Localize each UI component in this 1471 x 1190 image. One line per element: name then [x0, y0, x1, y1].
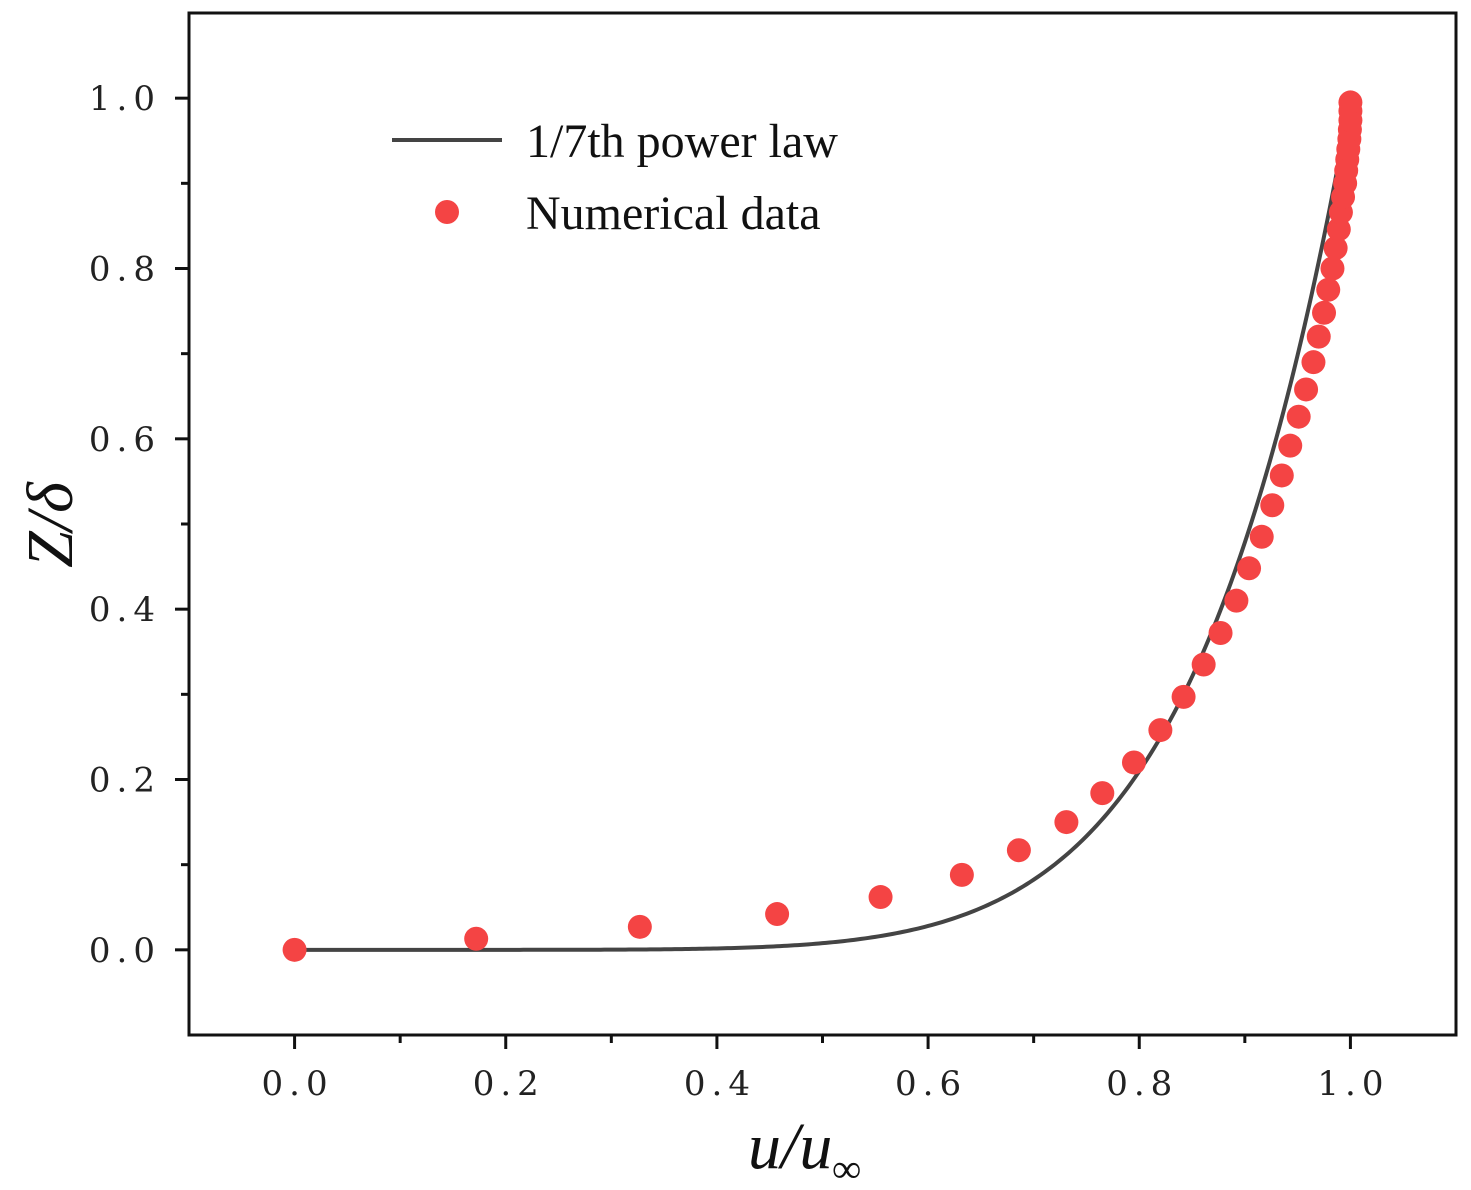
- data-point: [627, 914, 652, 939]
- series-line-power-law: [294, 97, 1353, 952]
- series-points-numerical: [282, 90, 1363, 962]
- data-point: [765, 902, 790, 927]
- data-point: [1121, 750, 1146, 775]
- x-axis-title-main: u/u: [748, 1110, 832, 1183]
- y-tick-label: 0.6: [89, 420, 161, 460]
- data-point: [1301, 350, 1326, 375]
- data-point: [1338, 90, 1363, 115]
- legend-label-numerical: Numerical data: [526, 187, 821, 240]
- data-point: [1269, 463, 1294, 488]
- y-axis-tick-labels: 0.0 0.2 0.4 0.6 0.8 1.0: [89, 79, 161, 971]
- x-axis-tick-labels: 0.0 0.2 0.4 0.6 0.8 1.0: [262, 1064, 1389, 1104]
- y-tick-label: 0.4: [89, 590, 161, 630]
- data-point: [282, 937, 307, 962]
- x-tick-label: 0.0: [262, 1064, 334, 1104]
- y-tick-label: 0.8: [89, 250, 161, 290]
- data-point: [868, 885, 893, 910]
- data-point: [1260, 493, 1285, 518]
- data-point: [1054, 810, 1079, 835]
- data-point: [1312, 300, 1337, 325]
- x-axis-ticks: [293, 1035, 1352, 1049]
- data-point: [1006, 838, 1031, 863]
- x-tick-label: 0.8: [1106, 1064, 1178, 1104]
- data-point: [464, 926, 489, 951]
- y-axis-title: Z/δ: [14, 481, 87, 568]
- data-point: [949, 862, 974, 887]
- y-tick-label: 0.0: [89, 931, 161, 971]
- x-tick-label: 1.0: [1317, 1064, 1389, 1104]
- data-point: [1278, 433, 1303, 458]
- data-point: [1316, 277, 1341, 302]
- data-point: [1171, 684, 1196, 709]
- x-axis-title-subscript: ∞: [832, 1146, 861, 1190]
- legend-label-power-law: 1/7th power law: [526, 115, 838, 168]
- data-point: [1090, 781, 1115, 806]
- x-tick-label: 0.2: [473, 1064, 545, 1104]
- x-tick-label: 0.6: [895, 1064, 967, 1104]
- plot-clip-group: [282, 90, 1363, 962]
- y-tick-label: 0.2: [89, 761, 161, 801]
- data-point: [1237, 556, 1262, 581]
- data-point: [1286, 404, 1311, 429]
- data-point: [1306, 324, 1331, 349]
- x-tick-label: 0.4: [684, 1064, 756, 1104]
- data-point: [1249, 524, 1274, 549]
- data-point: [1208, 621, 1233, 646]
- legend: 1/7th power law Numerical data: [392, 115, 838, 240]
- y-tick-label: 1.0: [89, 79, 161, 119]
- data-point: [1224, 588, 1249, 613]
- x-axis-title: u/u∞: [748, 1110, 861, 1190]
- data-point: [1323, 236, 1348, 261]
- data-point: [1320, 256, 1345, 281]
- data-point: [1294, 377, 1319, 402]
- data-point: [1191, 652, 1216, 677]
- legend-marker-swatch: [435, 200, 459, 224]
- data-point: [1148, 718, 1173, 743]
- y-axis-ticks: [175, 96, 189, 952]
